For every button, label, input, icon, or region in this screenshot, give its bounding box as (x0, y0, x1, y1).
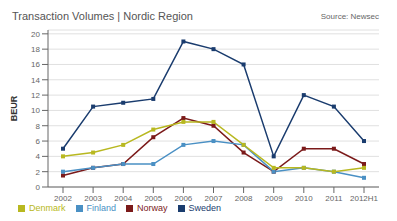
svg-text:2004: 2004 (114, 194, 132, 203)
html-text:Denmark: Denmark (29, 203, 66, 213)
svg-text:14: 14 (31, 76, 40, 85)
svg-text:6: 6 (36, 137, 41, 146)
html-text:Transaction Volumes | Nordic R: Transaction Volumes | Nordic Region (12, 10, 193, 22)
svg-text:18: 18 (31, 45, 40, 54)
html-text:Finland: Finland (86, 203, 116, 213)
svg-text:2005: 2005 (144, 194, 162, 203)
svg-text:BEUR: BEUR (9, 95, 19, 121)
html-text:Norway: Norway (137, 203, 168, 213)
html-text:Sweden: Sweden (188, 203, 222, 213)
svg-text:20: 20 (31, 30, 40, 39)
svg-text:2012H1: 2012H1 (350, 194, 379, 203)
svg-text:2008: 2008 (235, 194, 253, 203)
svg-text:2006: 2006 (175, 194, 193, 203)
svg-text:2002: 2002 (54, 194, 72, 203)
svg-text:2009: 2009 (265, 194, 283, 203)
svg-text:0: 0 (36, 183, 41, 192)
svg-text:4: 4 (36, 152, 41, 161)
svg-text:2011: 2011 (325, 194, 343, 203)
svg-text:10: 10 (31, 106, 40, 115)
svg-text:2003: 2003 (84, 194, 102, 203)
svg-text:16: 16 (31, 60, 40, 69)
svg-text:2: 2 (36, 168, 41, 177)
html-text:Source: Newsec: Source: Newsec (320, 11, 379, 21)
svg-text:12: 12 (31, 91, 40, 100)
svg-text:2010: 2010 (295, 194, 313, 203)
svg-text:8: 8 (36, 122, 41, 131)
svg-text:2007: 2007 (205, 194, 223, 203)
